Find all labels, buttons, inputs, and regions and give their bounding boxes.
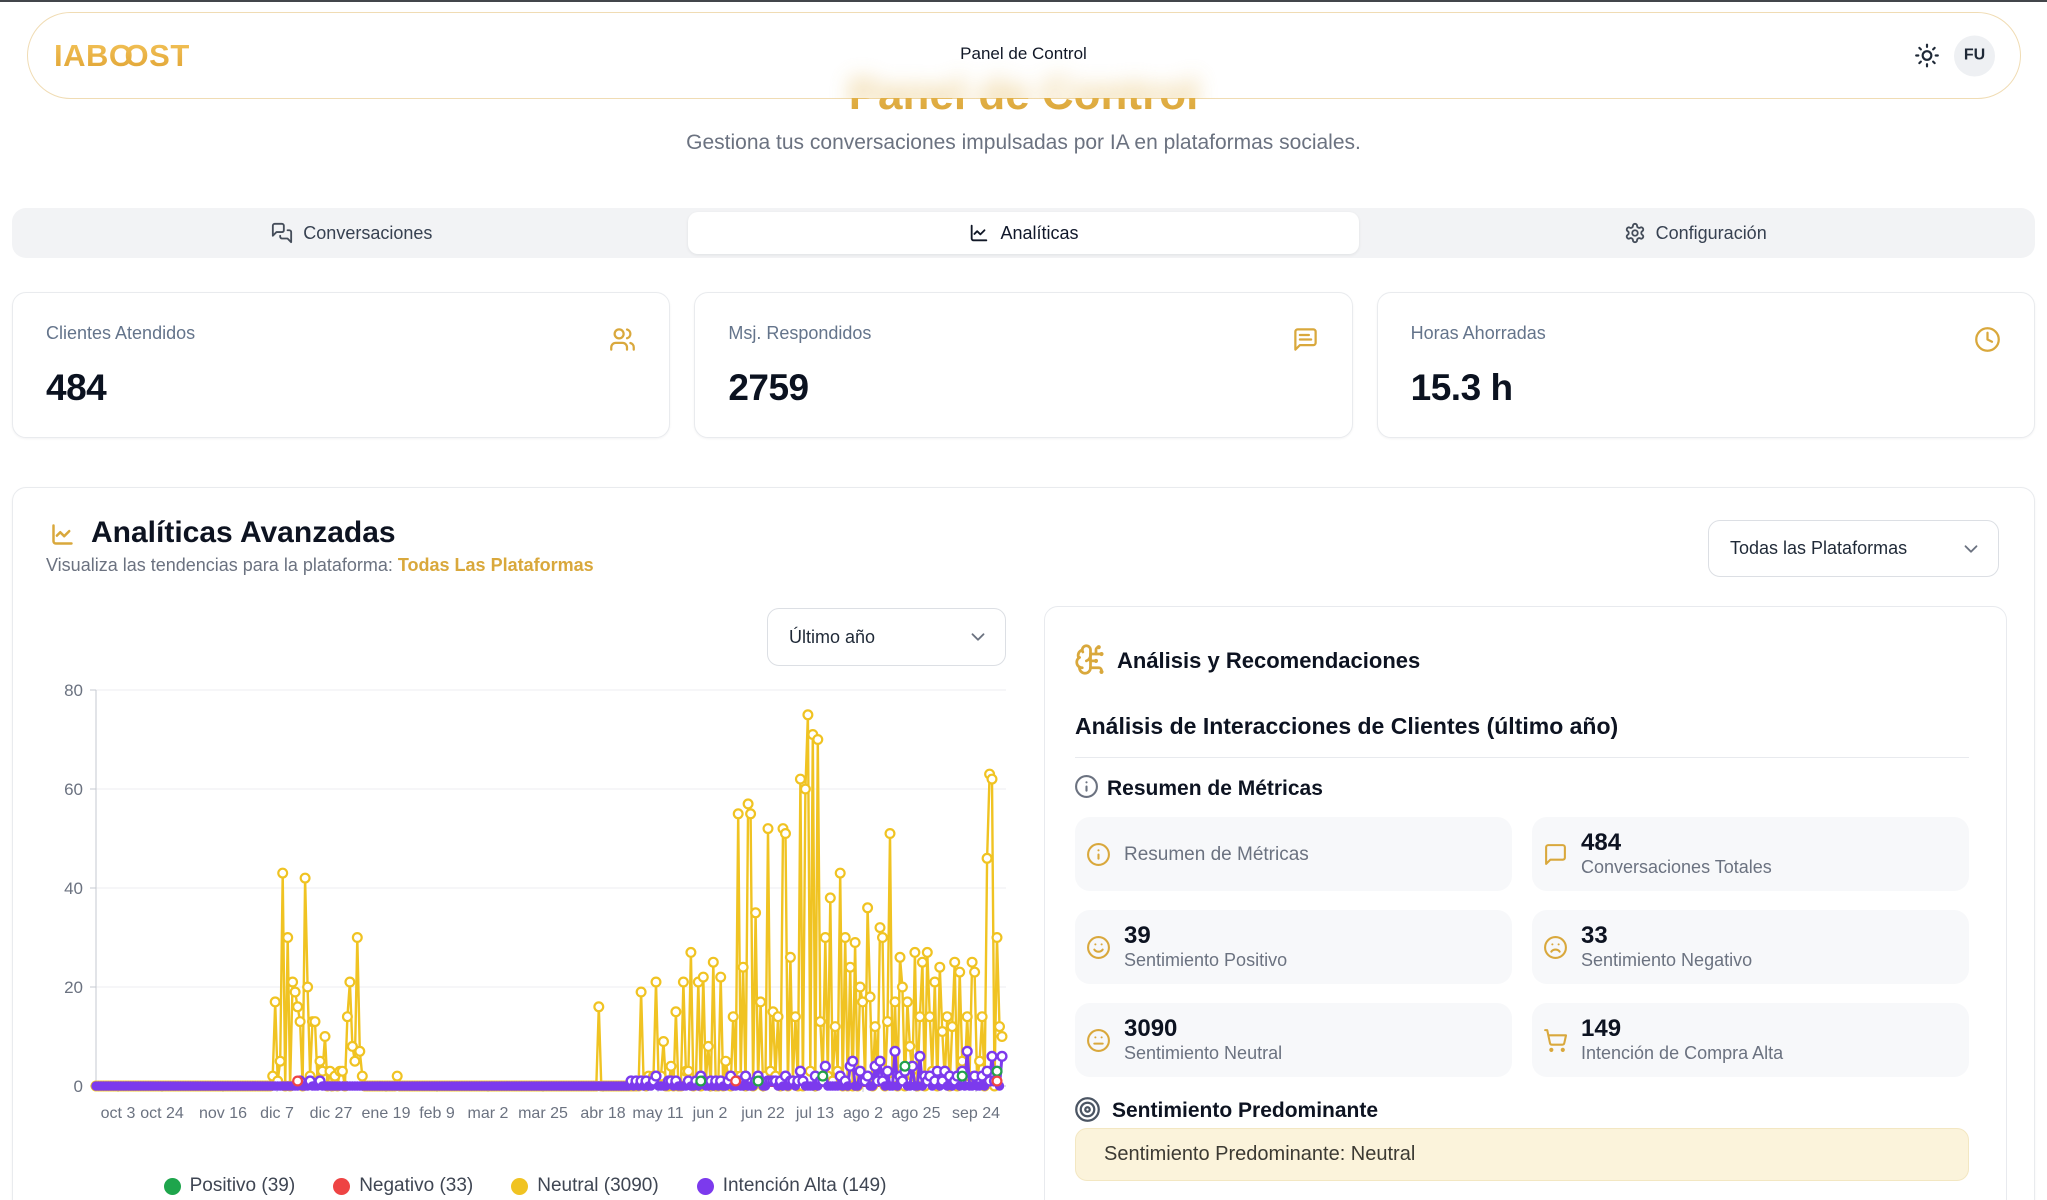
svg-text:dic 27: dic 27 (310, 1105, 353, 1122)
svg-text:80: 80 (64, 681, 83, 700)
svg-text:sep 24: sep 24 (952, 1105, 1000, 1122)
svg-text:oct 3: oct 3 (101, 1105, 136, 1122)
svg-text:mar 25: mar 25 (518, 1105, 568, 1122)
svg-text:ene 19: ene 19 (362, 1105, 411, 1122)
svg-text:feb 9: feb 9 (419, 1105, 455, 1122)
svg-text:abr 18: abr 18 (580, 1105, 625, 1122)
svg-text:jun 2: jun 2 (692, 1105, 728, 1122)
svg-text:dic 7: dic 7 (260, 1105, 294, 1122)
svg-text:may 11: may 11 (632, 1105, 683, 1122)
svg-text:jun 22: jun 22 (740, 1105, 785, 1122)
svg-text:20: 20 (64, 978, 83, 997)
svg-text:jul 13: jul 13 (795, 1105, 834, 1122)
svg-text:nov 16: nov 16 (199, 1105, 247, 1122)
svg-text:40: 40 (64, 879, 83, 898)
svg-text:ago 25: ago 25 (892, 1105, 941, 1122)
svg-text:ago 2: ago 2 (843, 1105, 883, 1122)
svg-text:60: 60 (64, 780, 83, 799)
svg-text:oct 24: oct 24 (140, 1105, 184, 1122)
svg-text:mar 2: mar 2 (468, 1105, 509, 1122)
svg-text:0: 0 (74, 1077, 83, 1096)
